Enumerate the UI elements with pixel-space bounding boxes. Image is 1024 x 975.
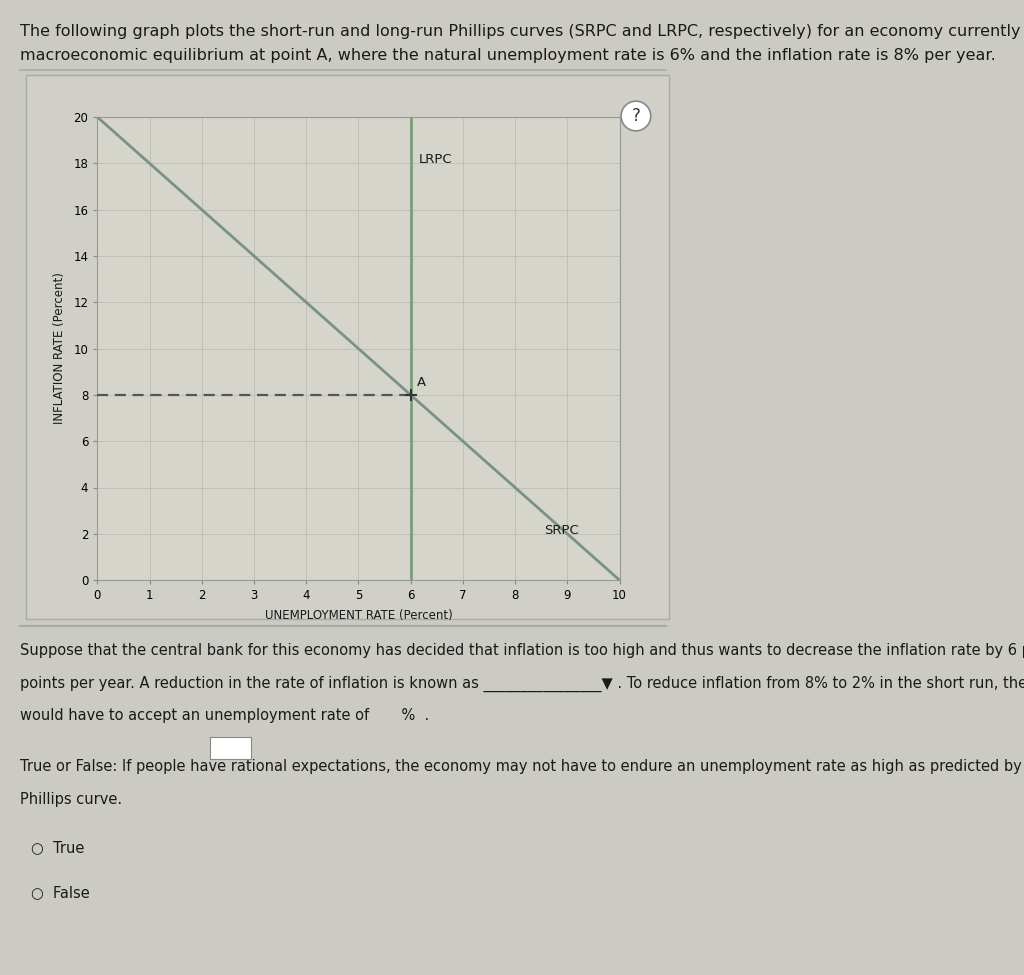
Text: Phillips curve.: Phillips curve. [20,792,123,806]
Text: ○  False: ○ False [31,885,89,900]
Text: The following graph plots the short-run and long-run Phillips curves (SRPC and L: The following graph plots the short-run … [20,24,1024,39]
Text: ○  True: ○ True [31,839,84,855]
Text: macroeconomic equilibrium at point A, where the natural unemployment rate is 6% : macroeconomic equilibrium at point A, wh… [20,48,996,62]
Text: SRPC: SRPC [544,524,579,537]
Text: ?: ? [632,107,640,125]
Text: True or False: If people have rational expectations, the economy may not have to: True or False: If people have rational e… [20,760,1024,774]
Text: A: A [417,375,426,389]
Text: LRPC: LRPC [419,153,452,167]
X-axis label: UNEMPLOYMENT RATE (Percent): UNEMPLOYMENT RATE (Percent) [264,609,453,622]
Text: points per year. A reduction in the rate of inflation is known as ______________: points per year. A reduction in the rate… [20,676,1024,692]
Text: would have to accept an unemployment rate of       %  .: would have to accept an unemployment rat… [20,708,430,722]
Y-axis label: INFLATION RATE (Percent): INFLATION RATE (Percent) [53,273,67,424]
Text: Suppose that the central bank for this economy has decided that inflation is too: Suppose that the central bank for this e… [20,644,1024,658]
